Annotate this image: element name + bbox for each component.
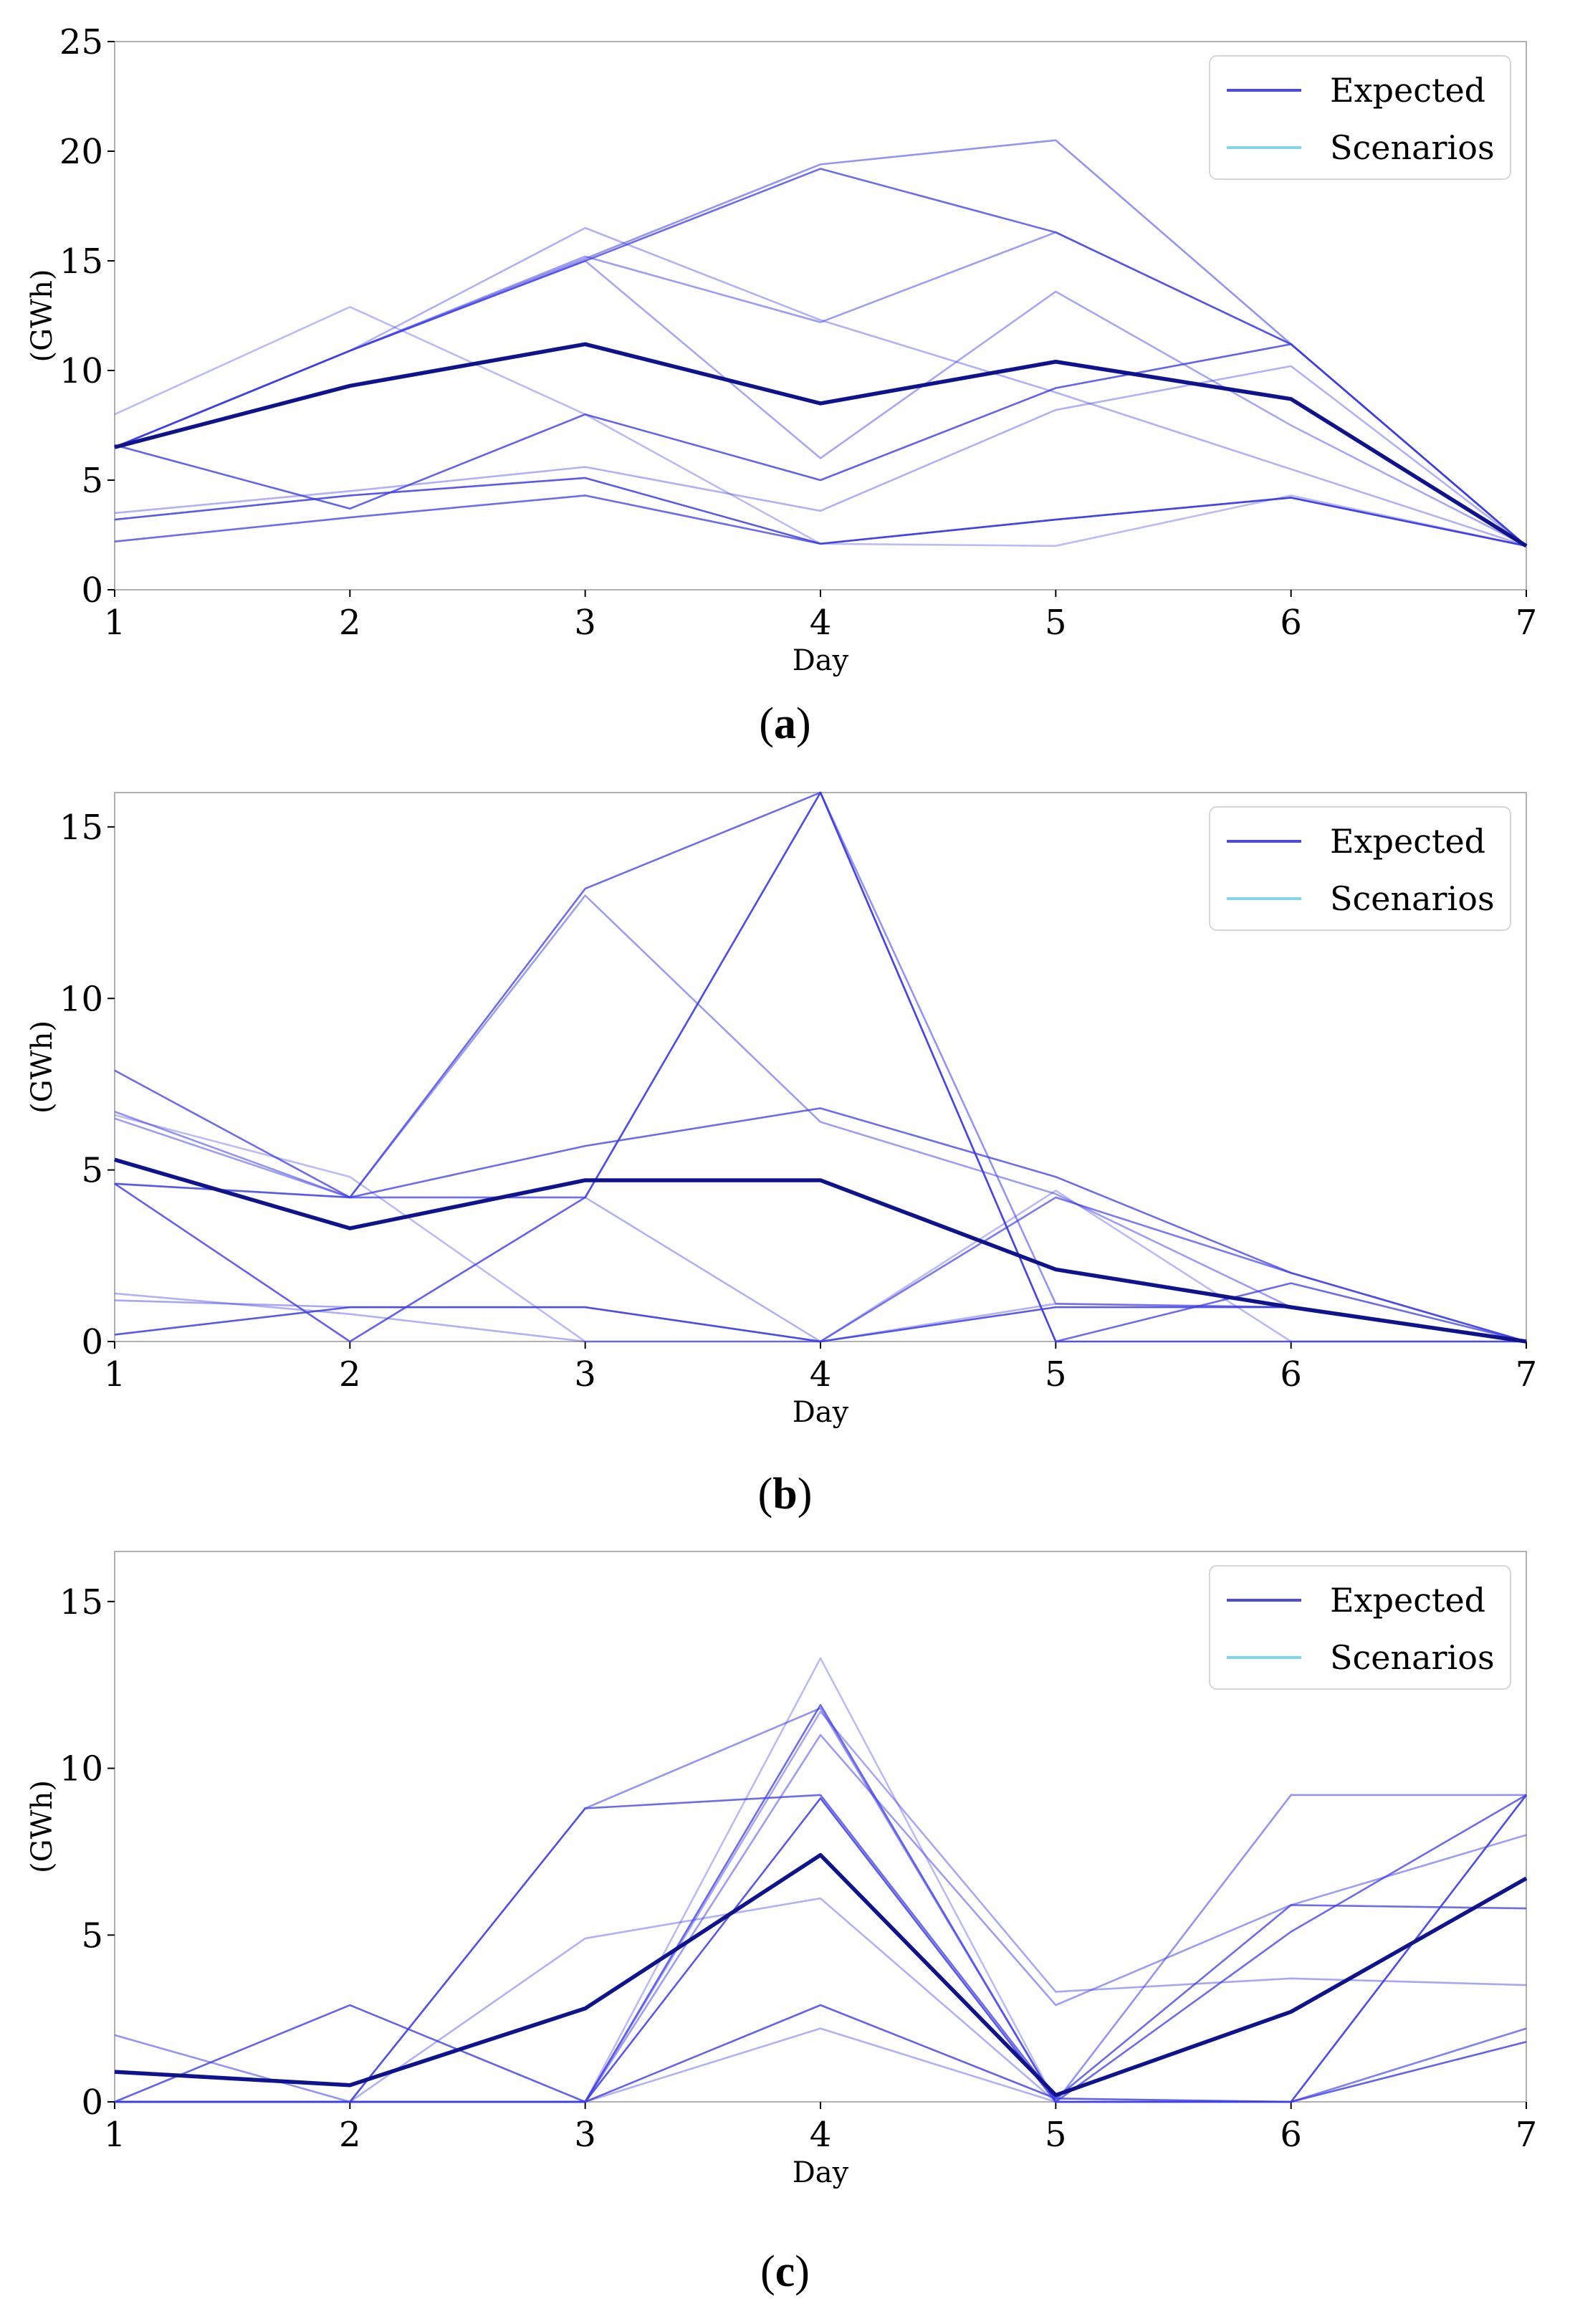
expected-line	[114, 1157, 1527, 1344]
expected-line	[114, 342, 1528, 548]
scenario-line	[114, 791, 1526, 1343]
x-tick-label: 5	[1045, 603, 1067, 643]
expected-line	[114, 1852, 1528, 2098]
y-tick-label: 0	[81, 1322, 103, 1362]
scenario-line	[114, 494, 1527, 547]
scenario-line	[115, 1794, 1527, 2103]
scenario-line	[114, 231, 1527, 547]
x-tick-label: 6	[1280, 1354, 1302, 1395]
legend-label: Scenarios	[1330, 128, 1495, 167]
line-chart-c: 1 2 3 4 5 6 7 0 5 10 15 Day (GWh) Expected Scenarios	[26, 1551, 1538, 2189]
y-axis-label: (GWh)	[26, 1020, 59, 1114]
x-axis-label: Day	[793, 2156, 849, 2189]
y-tick-label: 10	[59, 1749, 103, 1789]
x-axis-label: Day	[793, 1396, 849, 1429]
x-tick-label: 1	[104, 603, 126, 643]
x-tick-label: 2	[339, 603, 361, 643]
legend-label: Scenarios	[1330, 879, 1495, 918]
scenario-line	[114, 1292, 1527, 1343]
panel-b-label: b	[772, 1470, 798, 1519]
scenario-line	[114, 1196, 1527, 1343]
legend-label: Scenarios	[1330, 1638, 1495, 1677]
scenario-line	[114, 365, 1527, 547]
x-tick-label: 3	[574, 2115, 596, 2155]
y-tick-label: 15	[59, 242, 103, 282]
x-tick-label: 3	[574, 603, 596, 643]
panel-a-caption: (a)	[759, 699, 811, 748]
y-tick-label: 25	[59, 22, 103, 62]
y-axis-label: (GWh)	[26, 269, 59, 362]
y-tick-label: 0	[81, 2082, 103, 2123]
y-tick-label: 5	[81, 461, 103, 501]
line-chart-a: 1 2 3 4 5 6 7 0 5 10 15 20 25 Day (GWh) Expected Scenari…	[26, 22, 1538, 677]
y-tick-label: 15	[59, 808, 103, 848]
panel-c-label: c	[775, 2247, 795, 2296]
panel-c: 1 2 3 4 5 6 7 0 5 10 15 Day (GWh) Expected Scenarios (…	[0, 1530, 1570, 2318]
scenario-line	[114, 894, 1527, 1343]
panel-b: 1 2 3 4 5 6 7 0 5 10 15 Day (GWh) Expected Scenarios (…	[0, 760, 1570, 1526]
scenario-line	[114, 168, 1527, 547]
y-axis-label: (GWh)	[26, 1780, 59, 1873]
scenario-line	[114, 343, 1527, 547]
scenario-line	[115, 1657, 1528, 2103]
x-tick-label: 7	[1516, 1354, 1538, 1395]
scenario-line	[114, 2004, 1527, 2103]
scenario-line	[115, 1794, 1528, 2103]
panel-a-label: a	[774, 699, 796, 748]
scenario-line	[115, 1734, 1527, 2103]
x-tick-label: 2	[339, 1354, 361, 1395]
line-chart-b: 1 2 3 4 5 6 7 0 5 10 15 Day (GWh) Expected Scenarios	[26, 791, 1538, 1429]
panel-b-caption: (b)	[757, 1470, 813, 1519]
y-tick-label: 20	[59, 132, 103, 172]
panel-a: 1 2 3 4 5 6 7 0 5 10 15 20 25 Day (GWh) Expected Scenari…	[0, 0, 1570, 767]
x-tick-label: 4	[810, 2115, 832, 2155]
panel-c-caption: (c)	[760, 2247, 810, 2296]
x-tick-label: 1	[104, 1354, 126, 1395]
x-tick-label: 6	[1280, 2115, 1302, 2155]
x-tick-label: 7	[1516, 2115, 1538, 2155]
scenario-line	[114, 1114, 1526, 1343]
scenario-line	[114, 139, 1527, 547]
x-tick-label: 1	[104, 2115, 126, 2155]
x-tick-label: 5	[1045, 2115, 1067, 2155]
scenario-line	[115, 1711, 1527, 2103]
x-tick-label: 4	[810, 603, 832, 643]
y-tick-label: 15	[59, 1582, 103, 1622]
scenario-line	[114, 477, 1527, 547]
y-tick-label: 0	[81, 570, 103, 611]
legend-label: Expected	[1330, 822, 1485, 861]
y-tick-label: 5	[81, 1916, 103, 1956]
x-tick-label: 7	[1516, 603, 1538, 643]
legend-label: Expected	[1330, 71, 1485, 110]
y-tick-label: 10	[59, 351, 103, 391]
x-tick-label: 4	[810, 1354, 832, 1395]
scenario-line	[114, 1182, 1527, 1343]
scenario-line	[115, 1703, 1527, 2103]
x-axis-label: Day	[793, 644, 849, 677]
x-tick-label: 5	[1045, 1354, 1067, 1395]
y-tick-label: 5	[81, 1151, 103, 1191]
x-tick-label: 6	[1280, 603, 1302, 643]
x-tick-label: 3	[574, 1354, 596, 1395]
x-tick-label: 2	[339, 2115, 361, 2155]
y-tick-label: 10	[59, 979, 103, 1019]
scenario-line	[115, 2027, 1527, 2103]
legend-label: Expected	[1330, 1581, 1485, 1620]
